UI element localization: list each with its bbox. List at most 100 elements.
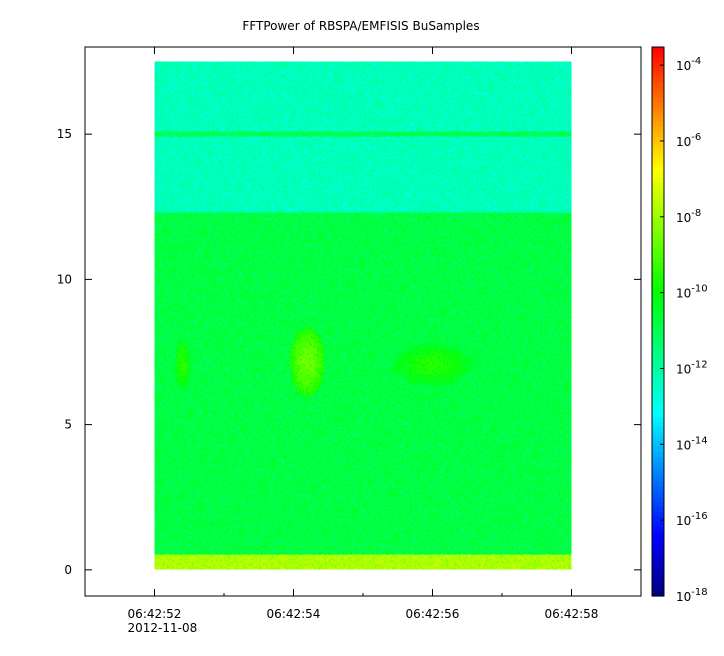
colorbar-segment [652, 461, 664, 467]
x-tick-label: 06:42:52 [128, 607, 182, 621]
colorbar-segment [652, 96, 664, 103]
colorbar-segment [652, 351, 664, 358]
colorbar-segment [652, 431, 664, 437]
colorbar-segment [652, 231, 664, 238]
colorbar-segment [652, 156, 664, 163]
colorbar-segment [652, 266, 664, 273]
colorbar-tick-base: 10 [676, 287, 691, 301]
colorbar-segment [652, 401, 664, 407]
colorbar-segment [652, 106, 664, 113]
colorbar-segment [652, 176, 664, 183]
colorbar-segment [652, 316, 664, 323]
colorbar-tick-label: 10-8 [676, 208, 701, 225]
colorbar-segment [652, 336, 664, 343]
colorbar-segment [652, 511, 664, 517]
colorbar-segment [652, 281, 664, 288]
spectrogram-image [154, 61, 572, 570]
colorbar-segment [652, 446, 664, 452]
colorbar-segment [652, 161, 664, 168]
colorbar-segment [652, 326, 664, 333]
colorbar-tick-exponent: -18 [691, 587, 707, 598]
colorbar-tick-base: 10 [676, 59, 691, 73]
colorbar-segment [652, 71, 664, 78]
y-tick-label: 0 [64, 563, 72, 577]
colorbar-segment [652, 146, 664, 153]
colorbar-tick-label: 10-14 [676, 435, 708, 452]
colorbar-tick-exponent: -10 [691, 284, 707, 295]
y-tick-label: 15 [57, 127, 72, 141]
colorbar-segment [652, 556, 664, 562]
colorbar-segment [652, 506, 664, 512]
colorbar-segment [652, 341, 664, 348]
colorbar-segment [652, 216, 664, 223]
colorbar-tick-exponent: -16 [691, 511, 707, 522]
colorbar-tick-exponent: -12 [691, 359, 707, 370]
colorbar-segment [652, 181, 664, 188]
colorbar-tick-base: 10 [676, 590, 691, 604]
colorbar-segment [652, 151, 664, 158]
colorbar-segment [652, 196, 664, 203]
colorbar-segment [652, 261, 664, 268]
colorbar-segment [652, 441, 664, 447]
colorbar-segment [652, 131, 664, 138]
colorbar-segment [652, 271, 664, 278]
colorbar-segment [652, 501, 664, 507]
colorbar-tick-label: 10-18 [676, 587, 708, 604]
colorbar-segment [652, 51, 664, 58]
colorbar-segment [652, 286, 664, 293]
colorbar-segment [652, 521, 664, 527]
colorbar-segment [652, 171, 664, 178]
colorbar-segment [652, 566, 664, 572]
colorbar-frame [651, 46, 665, 597]
colorbar-segment [652, 206, 664, 213]
colorbar-tick-exponent: -8 [691, 208, 701, 219]
colorbar-segment [652, 321, 664, 328]
colorbar-segment [652, 126, 664, 133]
colorbar-segment [652, 201, 664, 208]
colorbar-segment [652, 486, 664, 492]
colorbar-segment [652, 226, 664, 233]
colorbar-segment [652, 591, 664, 597]
x-date-label: 2012-11-08 [128, 621, 198, 635]
colorbar-tick-base: 10 [676, 514, 691, 528]
x-tick-label: 06:42:58 [545, 607, 599, 621]
colorbar-segment [652, 576, 664, 582]
colorbar-tick-exponent: -6 [691, 132, 701, 143]
colorbar-segment [652, 491, 664, 497]
colorbar-segment [652, 481, 664, 487]
colorbar-tick-label: 10-12 [676, 359, 708, 376]
colorbar-segment [652, 381, 664, 387]
spectrogram [154, 61, 572, 570]
colorbar-tick-base: 10 [676, 438, 691, 452]
colorbar-segment [652, 191, 664, 198]
colorbar-segment [652, 86, 664, 93]
colorbar-segment [652, 311, 664, 318]
colorbar-segment [652, 376, 664, 382]
colorbar-segment [652, 276, 664, 283]
colorbar-segment [652, 411, 664, 417]
colorbar-segment [652, 91, 664, 98]
colorbar-tick-label: 10-6 [676, 132, 701, 149]
y-tick-label: 5 [64, 418, 72, 432]
colorbar-segment [652, 111, 664, 118]
colorbar-tick-exponent: -4 [691, 56, 701, 67]
colorbar-segment [652, 246, 664, 253]
colorbar-segment [652, 571, 664, 577]
colorbar-segment [652, 456, 664, 462]
colorbar-segment [652, 301, 664, 308]
colorbar-segment [652, 516, 664, 522]
colorbar-segment [652, 116, 664, 123]
colorbar-segment [652, 76, 664, 83]
colorbar-segment [652, 236, 664, 243]
colorbar-segment [652, 391, 664, 397]
colorbar-segment [652, 121, 664, 128]
colorbar-segment [652, 436, 664, 442]
colorbar-tick-base: 10 [676, 135, 691, 149]
colorbar-segment [652, 256, 664, 263]
x-tick-label: 06:42:54 [267, 607, 321, 621]
colorbar-segment [652, 61, 664, 68]
colorbar-segment [652, 306, 664, 313]
colorbar-segment [652, 496, 664, 502]
